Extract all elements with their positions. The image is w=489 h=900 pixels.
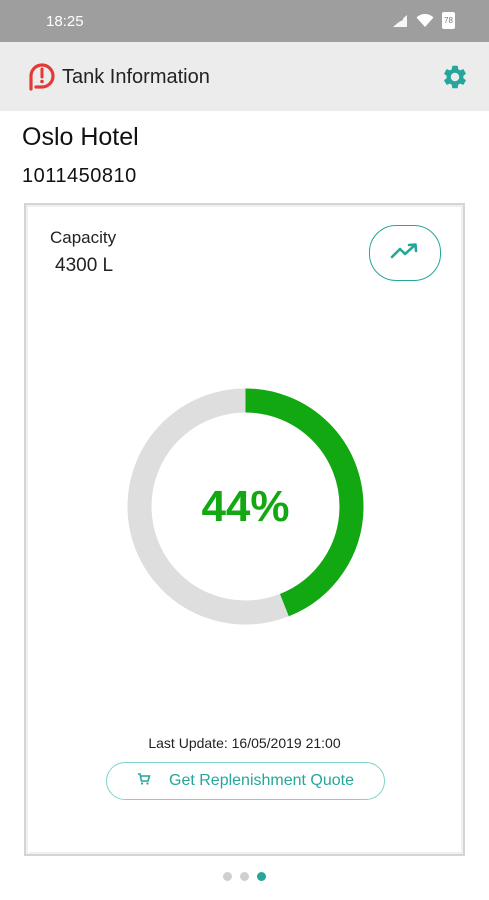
- quote-button-label: Get Replenishment Quote: [169, 772, 354, 789]
- get-replenishment-quote-button[interactable]: Get Replenishment Quote: [106, 762, 385, 800]
- status-bar: 18:25 78: [0, 0, 489, 42]
- page-dot[interactable]: [223, 872, 232, 881]
- tank-card: Capacity 4300 L 44% Last Update: 16/05/2…: [24, 203, 465, 856]
- trending-up-icon: [390, 241, 420, 266]
- site-name: Oslo Hotel: [22, 123, 139, 151]
- page-dot[interactable]: [257, 872, 266, 881]
- last-update-text: Last Update: 16/05/2019 21:00: [148, 735, 341, 751]
- gauge-fill-arc: [127, 388, 364, 625]
- trend-chart-button[interactable]: [369, 225, 441, 281]
- wifi-icon: [416, 13, 434, 28]
- cart-icon: [137, 772, 151, 791]
- status-time: 18:25: [46, 13, 84, 30]
- app-bar: Tank Information: [0, 42, 489, 111]
- capacity-label: Capacity: [50, 228, 117, 247]
- page-title: Tank Information: [62, 66, 210, 88]
- tank-level-percent: 44%: [201, 482, 290, 531]
- signal-icon: [392, 14, 408, 28]
- settings-gear-icon[interactable]: [441, 63, 469, 91]
- app-logo-icon: [23, 59, 57, 93]
- battery-icon: 78: [442, 12, 455, 29]
- page-indicator: [223, 872, 266, 881]
- capacity-value: 4300 L: [55, 255, 114, 276]
- battery-level-text: 78: [444, 16, 453, 25]
- site-id: 1011450810: [22, 165, 137, 187]
- tank-level-gauge: [127, 388, 364, 625]
- status-icons: 78: [392, 12, 455, 29]
- page-dot[interactable]: [240, 872, 249, 881]
